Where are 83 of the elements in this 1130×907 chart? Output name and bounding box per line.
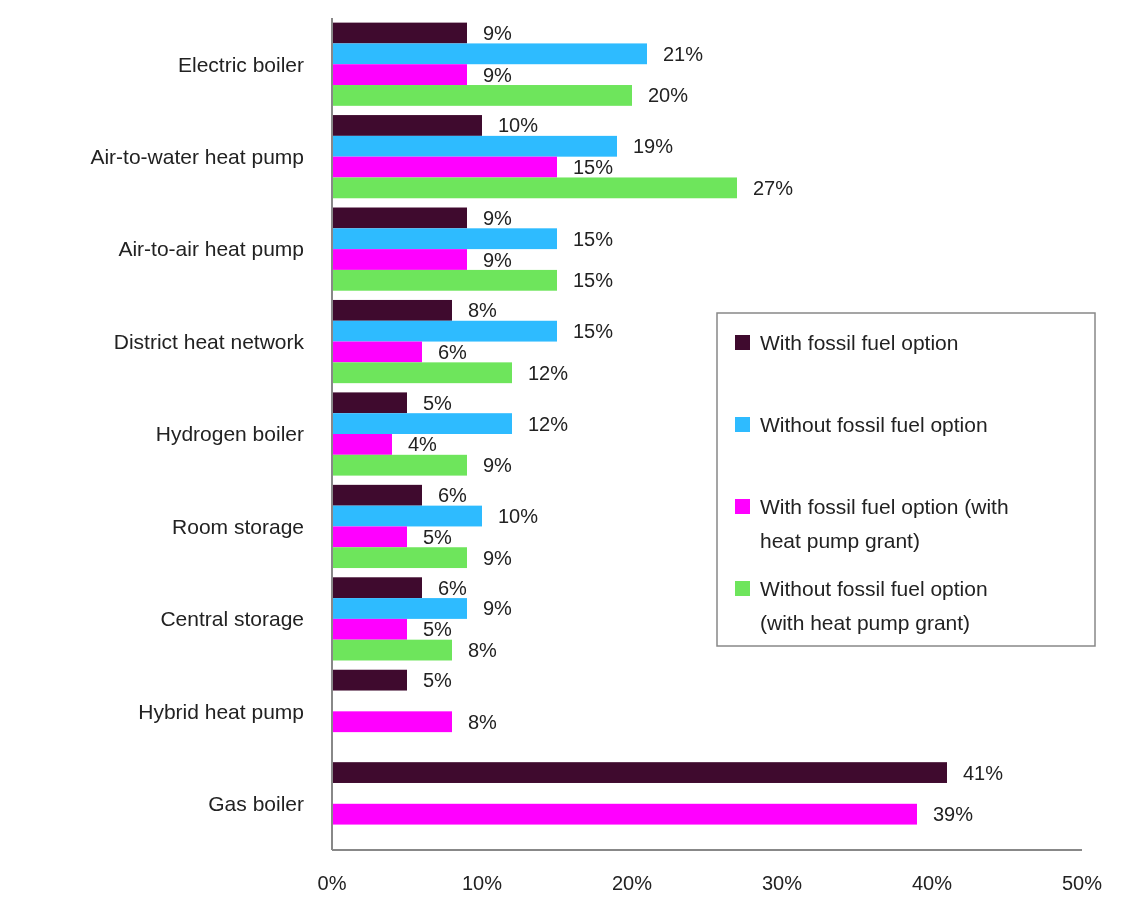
data-label: 15% — [573, 269, 614, 292]
data-label: 9% — [483, 546, 513, 569]
x-tick-label: 0% — [317, 872, 347, 894]
bar — [332, 547, 467, 569]
bar — [332, 64, 467, 86]
bar — [332, 135, 617, 157]
bar — [332, 392, 407, 414]
bar — [332, 207, 467, 229]
data-label: 5% — [423, 391, 453, 414]
bar — [332, 228, 557, 250]
data-label: 5% — [423, 525, 453, 548]
bar — [332, 803, 917, 825]
data-label: 10% — [498, 505, 539, 528]
bar — [332, 249, 467, 270]
data-label: 8% — [468, 299, 498, 322]
data-label: 9% — [483, 22, 513, 45]
data-label: 21% — [663, 42, 704, 65]
y-tick-label: Air-to-air heat pump — [118, 237, 304, 261]
bar — [332, 711, 452, 733]
data-label: 6% — [438, 340, 468, 363]
y-tick-label: Hybrid heat pump — [138, 699, 304, 723]
data-label: 9% — [483, 63, 513, 86]
bar — [332, 618, 407, 640]
y-tick-label: Air-to-water heat pump — [90, 145, 304, 169]
data-label: 6% — [438, 576, 468, 599]
legend-label: Without fossil fuel option (with heat pump grant) — [760, 577, 988, 635]
data-label: 9% — [483, 248, 513, 271]
data-label: 5% — [423, 618, 453, 641]
bar — [332, 362, 512, 384]
bar — [332, 454, 467, 476]
data-label: 8% — [468, 639, 498, 662]
bar — [332, 762, 947, 783]
bar — [332, 434, 392, 455]
bar — [332, 22, 467, 44]
x-tick-label: 50% — [1061, 872, 1103, 894]
data-label: 9% — [483, 454, 513, 477]
bar — [332, 598, 467, 619]
bar — [332, 320, 557, 342]
data-label: 12% — [528, 412, 569, 435]
data-label: 19% — [633, 135, 674, 158]
bar — [332, 526, 407, 548]
data-label: 4% — [408, 433, 438, 456]
bar — [332, 43, 647, 65]
data-label: 6% — [438, 484, 468, 507]
bar — [332, 115, 482, 136]
data-label: 15% — [573, 320, 614, 343]
bar — [332, 505, 482, 527]
data-label: 41% — [963, 761, 1004, 784]
data-label: 12% — [528, 361, 569, 384]
x-tick-label: 40% — [911, 872, 953, 894]
x-tick-label: 10% — [461, 872, 503, 894]
x-tick-label: 20% — [611, 872, 653, 894]
legend-label: With fossil fuel option (with heat pump grant) — [760, 495, 1009, 553]
data-label: 15% — [573, 156, 614, 179]
data-label: 27% — [753, 176, 794, 199]
y-tick-label: District heat network — [113, 329, 305, 353]
data-label: 9% — [483, 597, 513, 620]
bar — [332, 484, 422, 506]
bar — [332, 639, 452, 661]
data-label: 39% — [933, 803, 974, 826]
data-label: 8% — [468, 710, 498, 733]
x-tick-label: 30% — [761, 872, 803, 894]
legend-label: With fossil fuel option — [760, 331, 959, 355]
data-label: 5% — [423, 669, 453, 692]
y-tick-label: Central storage — [160, 607, 304, 631]
bar — [332, 85, 632, 106]
bar — [332, 413, 512, 434]
data-label: 15% — [573, 227, 614, 250]
bar — [332, 299, 452, 321]
data-label: 20% — [648, 84, 689, 107]
data-label: 10% — [498, 114, 539, 137]
y-tick-label: Gas boiler — [208, 792, 304, 816]
bar — [332, 577, 422, 599]
y-tick-label: Hydrogen boiler — [155, 422, 304, 446]
data-label: 9% — [483, 206, 513, 229]
bar — [332, 669, 407, 691]
legend-label: Without fossil fuel option — [760, 413, 988, 437]
bar — [332, 269, 557, 291]
bar — [332, 341, 422, 363]
bar — [332, 177, 737, 199]
bar — [332, 156, 557, 178]
y-tick-label: Electric boiler — [177, 52, 304, 76]
y-tick-label: Room storage — [172, 514, 304, 538]
